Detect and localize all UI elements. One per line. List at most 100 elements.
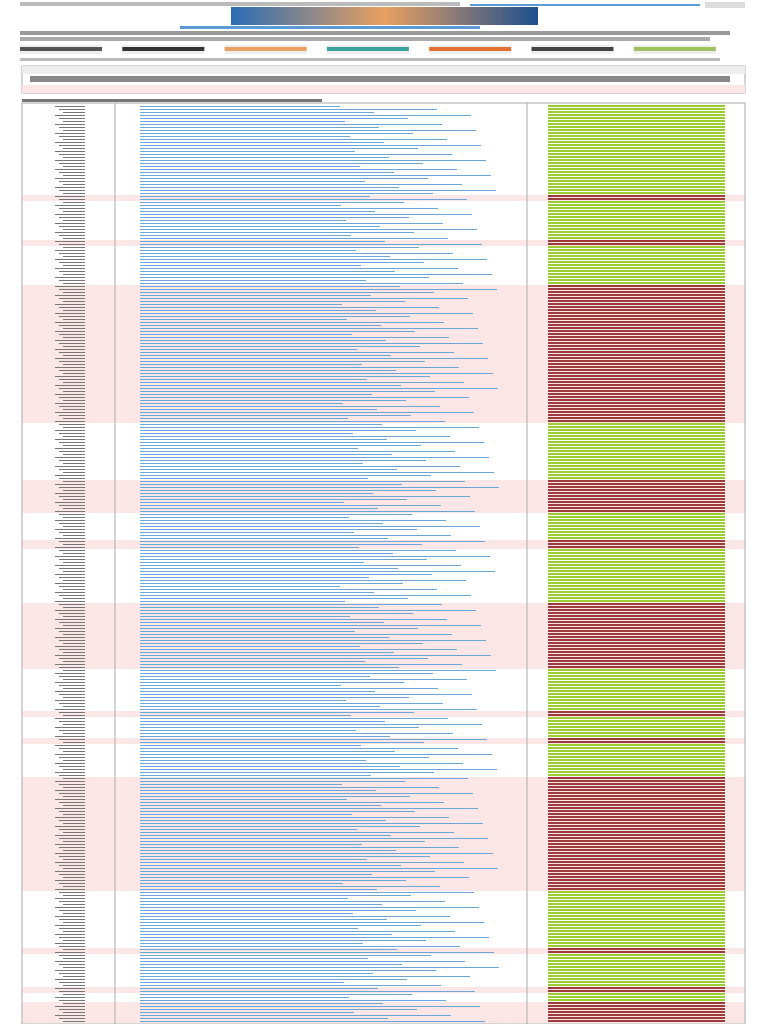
row-link: [140, 469, 397, 470]
status-bar: [548, 120, 725, 122]
row-link: [140, 238, 448, 239]
header-button[interactable]: [705, 2, 745, 8]
row-number: [59, 406, 85, 407]
row-link: [140, 844, 362, 845]
status-bar: [548, 498, 725, 500]
row-link: [140, 502, 344, 503]
status-bar: [548, 456, 725, 458]
banner: [231, 7, 538, 25]
row-link: [140, 814, 352, 815]
row-link: [140, 709, 477, 710]
row-link: [140, 457, 489, 458]
row-number: [63, 877, 85, 878]
row-number: [63, 724, 85, 725]
row-link: [140, 649, 457, 650]
status-bar: [548, 990, 725, 992]
row-number: [59, 955, 85, 956]
row-link: [140, 925, 421, 926]
row-number: [55, 367, 85, 368]
row-number: [59, 964, 85, 965]
status-bar: [548, 156, 725, 158]
row-number: [55, 727, 85, 728]
row-number: [55, 628, 85, 629]
nav-links[interactable]: [180, 26, 480, 29]
row-number: [55, 178, 85, 179]
row-number: [63, 580, 85, 581]
status-bar: [548, 369, 725, 371]
row-link: [140, 871, 435, 872]
status-bar: [548, 492, 725, 494]
row-number: [59, 550, 85, 551]
row-link: [140, 931, 455, 932]
row-number: [55, 763, 85, 764]
row-link: [140, 613, 413, 614]
status-bar: [548, 108, 725, 110]
row-link: [140, 391, 435, 392]
status-bar: [548, 780, 725, 782]
status-bar: [548, 117, 725, 119]
row-background: [22, 714, 745, 717]
row-link: [140, 418, 348, 419]
row-link: [140, 223, 443, 224]
row-number: [55, 106, 85, 107]
row-link: [140, 907, 479, 908]
row-link: [140, 439, 387, 440]
row-link: [140, 241, 385, 242]
status-bar: [548, 546, 725, 548]
status-bar: [548, 834, 725, 836]
row-number: [55, 322, 85, 323]
row-link: [140, 1003, 383, 1004]
row-link: [140, 466, 460, 467]
row-link: [140, 256, 390, 257]
section-heading: [22, 99, 322, 102]
row-number: [59, 946, 85, 947]
row-link: [140, 940, 426, 941]
status-bar: [548, 285, 725, 287]
thumbnail-image: [326, 47, 409, 51]
status-bar: [548, 402, 725, 404]
row-number: [59, 739, 85, 740]
status-bar: [548, 864, 725, 866]
row-link: [140, 751, 395, 752]
status-bar: [548, 558, 725, 560]
status-bar: [548, 660, 725, 662]
row-link: [140, 910, 416, 911]
status-bar: [548, 945, 725, 947]
row-link: [140, 841, 425, 842]
thumbnail-image: [122, 47, 205, 51]
status-bar: [548, 342, 725, 344]
status-bar: [548, 360, 725, 362]
row-number: [63, 409, 85, 410]
row-link: [140, 304, 342, 305]
row-link: [140, 988, 378, 989]
row-number: [59, 235, 85, 236]
row-link: [140, 451, 455, 452]
status-bar: [548, 132, 725, 134]
status-bar: [548, 567, 725, 569]
row-link: [140, 799, 347, 800]
status-bar: [548, 693, 725, 695]
row-number: [63, 787, 85, 788]
row-link: [140, 562, 364, 563]
row-link: [140, 862, 464, 863]
row-link: [140, 481, 465, 482]
row-number: [55, 736, 85, 737]
row-link: [140, 271, 395, 272]
row-link: [140, 1015, 451, 1016]
status-bar: [548, 654, 725, 656]
row-link: [140, 646, 360, 647]
row-link: [140, 892, 474, 893]
status-bar: [548, 276, 725, 278]
status-bar: [548, 687, 725, 689]
row-number: [55, 655, 85, 656]
row-link: [140, 325, 381, 326]
row-number: [63, 391, 85, 392]
status-bar: [548, 999, 725, 1001]
row-number: [59, 172, 85, 173]
status-bar: [548, 642, 725, 644]
row-link: [140, 121, 345, 122]
status-bar: [548, 879, 725, 881]
row-number: [59, 127, 85, 128]
status-bar: [548, 657, 725, 659]
row-number: [55, 115, 85, 116]
